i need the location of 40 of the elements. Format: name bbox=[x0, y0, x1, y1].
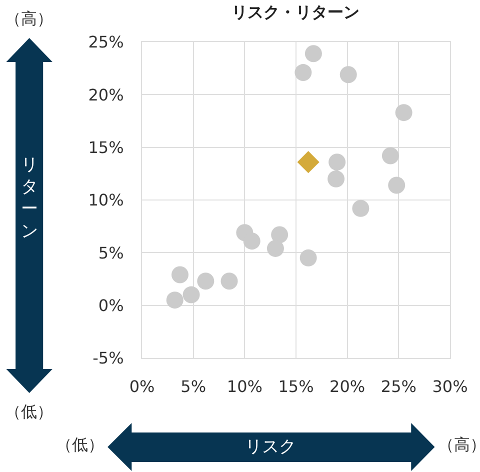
point bbox=[166, 292, 184, 309]
y-tick-label: 10% bbox=[88, 190, 124, 210]
y-axis-title: リターン bbox=[21, 155, 38, 242]
y-tick-label: 0% bbox=[98, 296, 124, 315]
point bbox=[382, 147, 399, 164]
x-tick-label: 15% bbox=[278, 377, 314, 396]
text: （低） bbox=[56, 435, 104, 454]
point bbox=[328, 170, 345, 188]
point bbox=[395, 104, 412, 122]
point bbox=[243, 232, 260, 250]
text: （高） bbox=[5, 9, 53, 28]
point bbox=[297, 151, 320, 174]
x-tick-label: 20% bbox=[330, 377, 366, 396]
x-tick-label: 25% bbox=[380, 377, 416, 396]
point bbox=[271, 226, 288, 244]
y-tick-label: 25% bbox=[88, 32, 124, 52]
point bbox=[172, 266, 188, 284]
point bbox=[220, 272, 238, 290]
point bbox=[388, 176, 406, 194]
y-tick-label: 20% bbox=[88, 85, 124, 104]
chart-title: リスク・リターン bbox=[232, 2, 360, 22]
point bbox=[328, 154, 346, 171]
point bbox=[352, 200, 370, 217]
y-tick-label: 5% bbox=[98, 243, 124, 262]
point bbox=[340, 66, 357, 84]
x-tick-label: 5% bbox=[180, 377, 206, 396]
text: （高） bbox=[438, 435, 480, 454]
y-tick-label: 15% bbox=[88, 138, 124, 157]
x-tick-label: 30% bbox=[432, 377, 468, 396]
point bbox=[182, 286, 200, 304]
x-axis-title: リスク bbox=[245, 437, 296, 457]
point bbox=[266, 240, 284, 257]
x-tick-label: 10% bbox=[226, 377, 262, 396]
text: （低） bbox=[5, 402, 53, 421]
point bbox=[294, 64, 312, 82]
point bbox=[304, 45, 322, 62]
point bbox=[300, 249, 317, 266]
x-tick-label: 0% bbox=[129, 377, 155, 396]
point bbox=[197, 272, 214, 290]
y-tick-label: -5% bbox=[92, 348, 124, 368]
